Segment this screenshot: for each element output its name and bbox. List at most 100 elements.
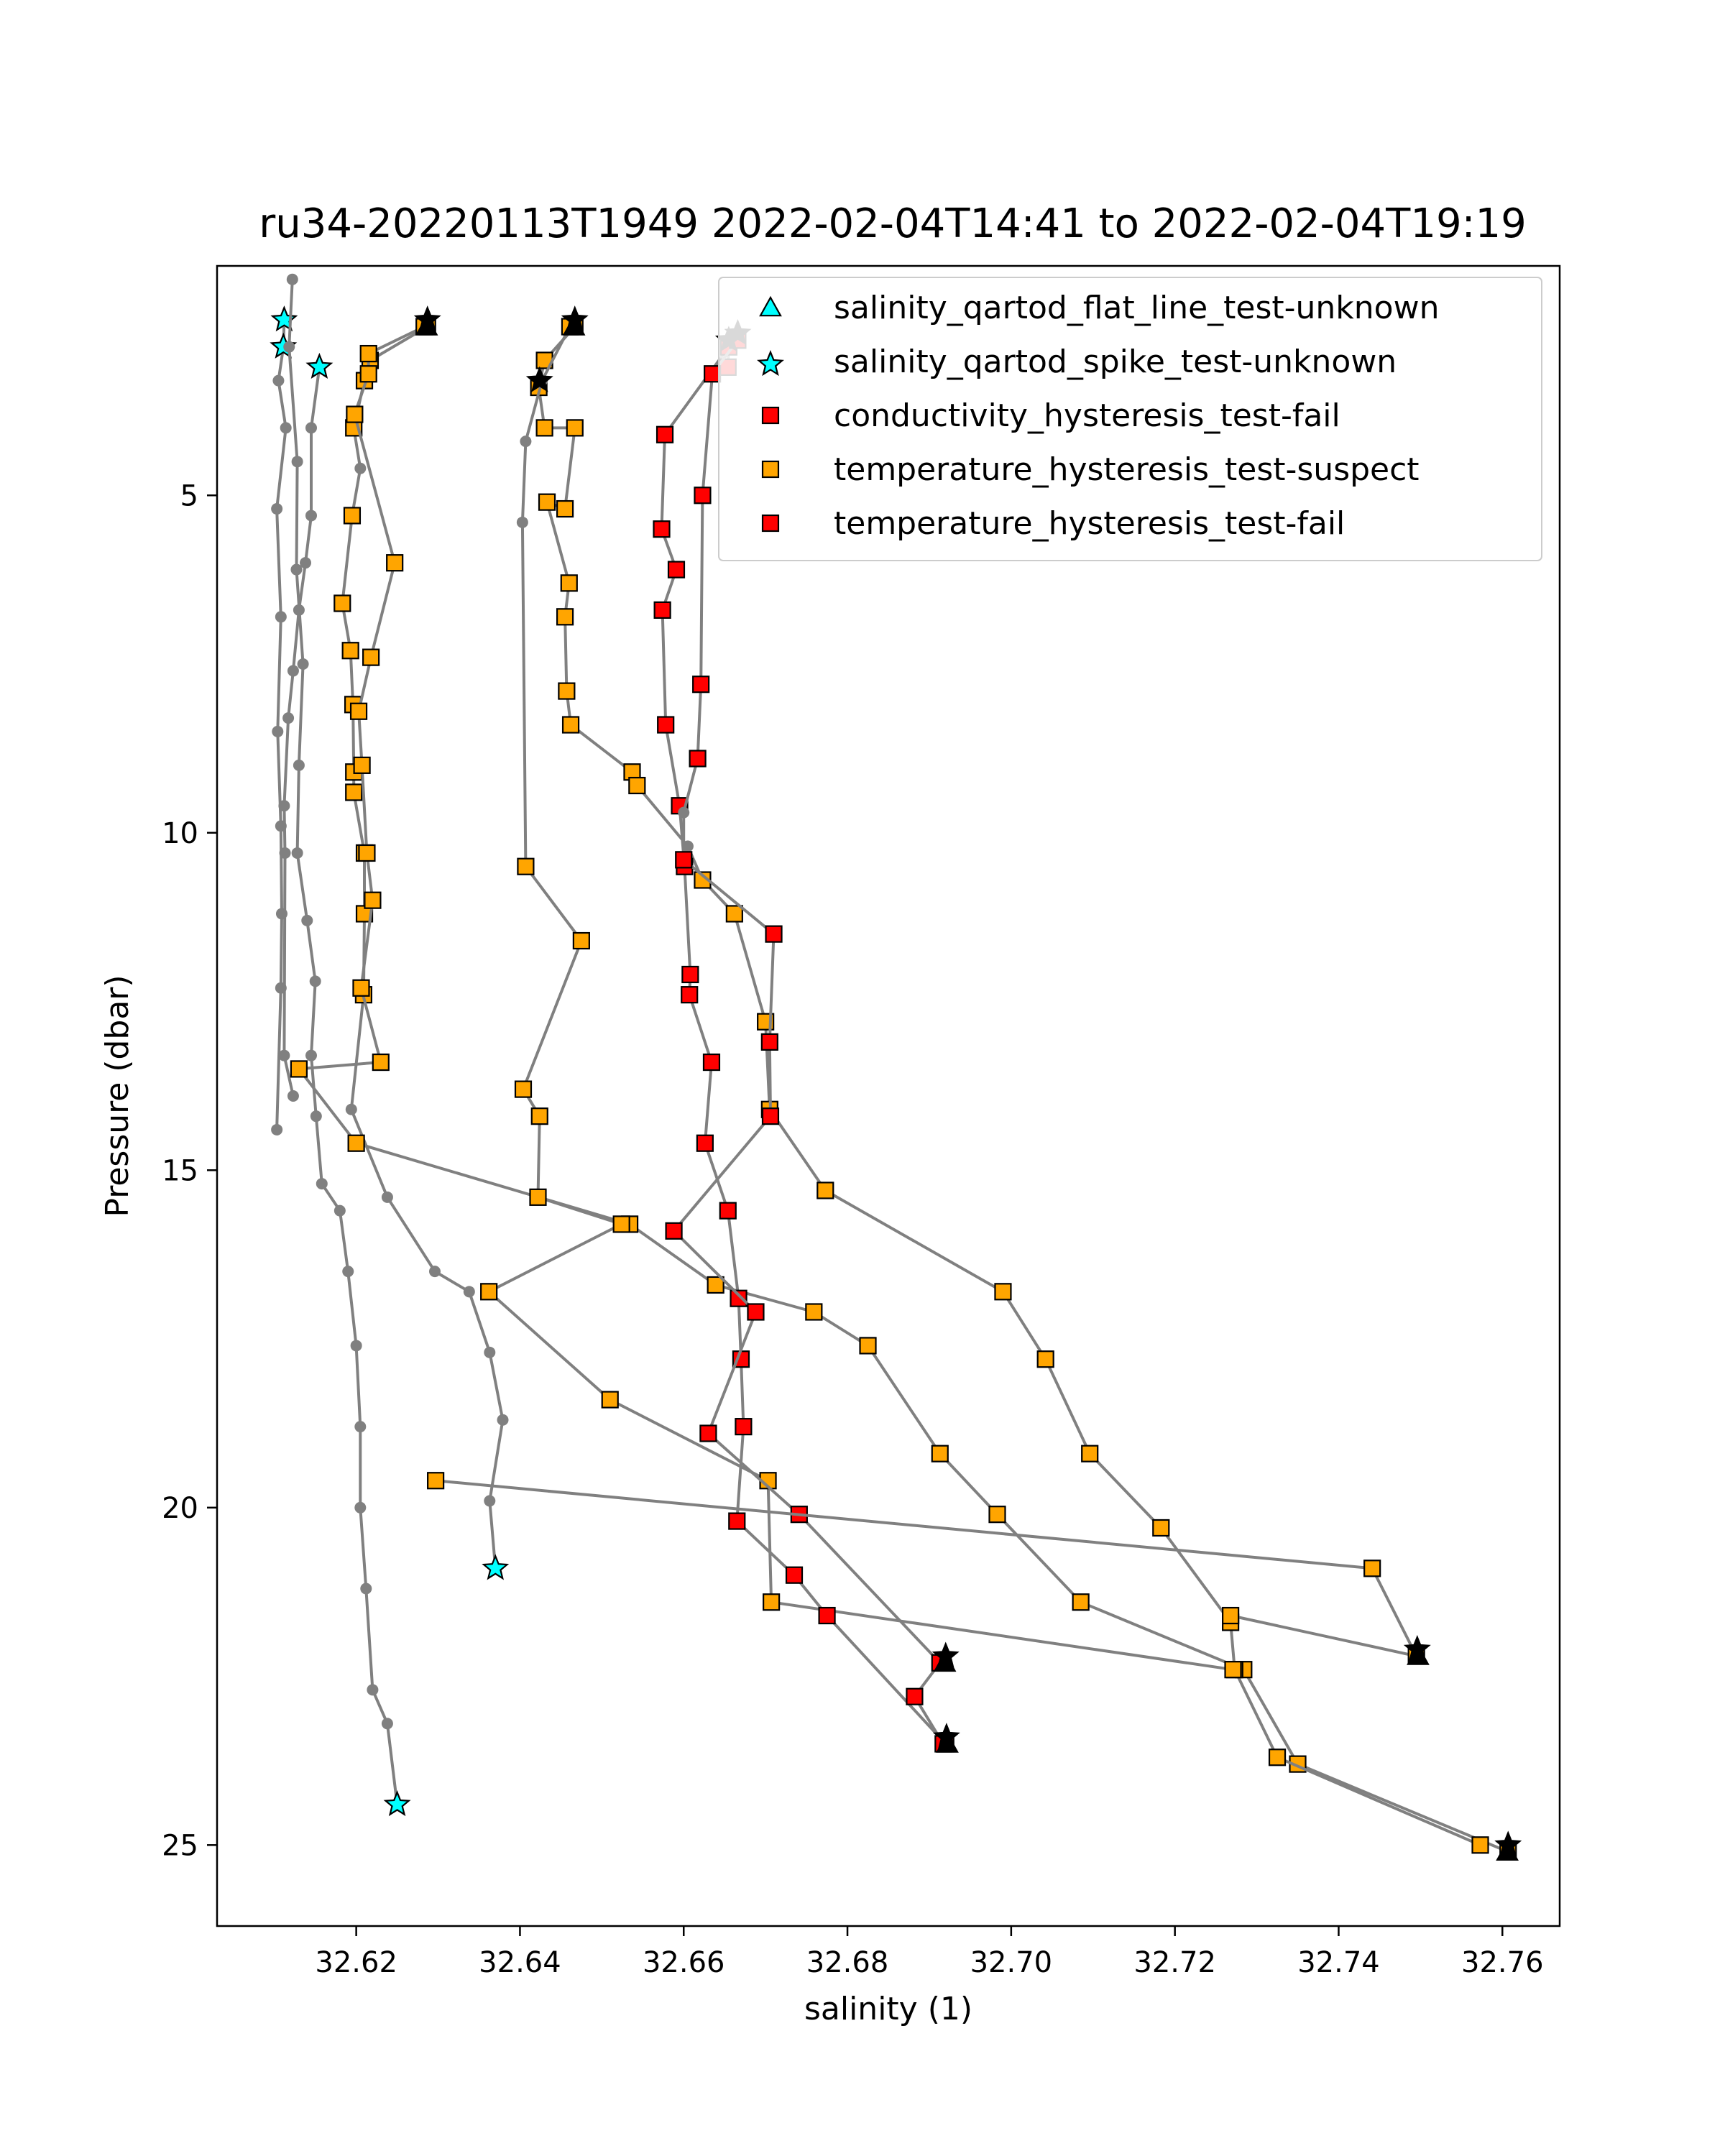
x-tick-label: 32.64 (479, 1946, 561, 1979)
spike-test-marker (383, 1790, 411, 1817)
x-tick-label: 32.74 (1297, 1946, 1380, 1979)
profile-series-2 (278, 352, 334, 1102)
salinity-point (463, 1286, 475, 1298)
legend: salinity_qartod_flat_line_test-unknownsa… (718, 277, 1542, 561)
x-tick-label: 32.72 (1133, 1946, 1216, 1979)
legend-marker-3 (761, 406, 780, 425)
salinity-point (291, 456, 303, 468)
hysteresis-fail-marker (760, 1033, 778, 1051)
salinity-point (381, 1718, 393, 1730)
spike-test-marker (932, 1723, 960, 1749)
salinity-point (272, 725, 284, 737)
temperature-hysteresis-suspect-marker (514, 1080, 533, 1098)
salinity-point (484, 1495, 496, 1507)
temperature-hysteresis-suspect-marker (372, 1053, 390, 1072)
temperature-hysteresis-suspect-marker (358, 844, 376, 862)
x-tick-label: 32.76 (1461, 1946, 1544, 1979)
hysteresis-fail-marker (761, 1107, 780, 1125)
temperature-hysteresis-suspect-marker (628, 776, 646, 795)
legend-marker-5 (761, 514, 780, 533)
temperature-hysteresis-suspect-marker (763, 1593, 781, 1611)
hysteresis-fail-marker (765, 925, 783, 943)
hysteresis-fail-marker (719, 1202, 737, 1220)
temperature-hysteresis-suspect-marker (566, 419, 584, 437)
temperature-hysteresis-suspect-marker (362, 648, 380, 666)
salinity-point (678, 806, 690, 819)
salinity-point (282, 712, 295, 724)
salinity-point (278, 800, 290, 812)
temperature-hysteresis-suspect-marker (343, 507, 362, 525)
temperature-hysteresis-suspect-marker (816, 1181, 834, 1199)
temperature-hysteresis-suspect-marker (556, 499, 574, 518)
salinity-point (297, 658, 309, 671)
hysteresis-fail-marker (653, 520, 671, 538)
hysteresis-fail-marker (657, 716, 675, 734)
hysteresis-fail-marker (728, 1512, 746, 1530)
chart-title: ru34-20220113T1949 2022-02-04T14:41 to 2… (259, 201, 1526, 247)
hysteresis-fail-marker (704, 365, 722, 383)
salinity-point (360, 1583, 372, 1595)
hysteresis-fail-marker (696, 1134, 714, 1152)
x-axis-label: salinity (1) (804, 1991, 972, 2027)
temperature-hysteresis-suspect-marker (572, 931, 590, 950)
salinity-point (354, 462, 367, 474)
temperature-hysteresis-suspect-marker (346, 405, 364, 423)
hysteresis-fail-marker (692, 676, 710, 694)
salinity-point (283, 341, 295, 353)
temperature-hysteresis-suspect-marker (347, 1134, 365, 1152)
legend-label-1: salinity_qartod_flat_line_test-unknown (834, 290, 1439, 326)
salinity-point (293, 759, 305, 771)
temperature-hysteresis-suspect-marker (1363, 1560, 1381, 1577)
hysteresis-fail-marker (675, 851, 693, 869)
profile-series-1 (270, 305, 298, 1135)
hysteresis-fail-marker (785, 1566, 804, 1584)
profile-series-10 (427, 1472, 1425, 1665)
spike-test-marker (413, 305, 441, 332)
temperature-hysteresis-suspect-marker (612, 1215, 630, 1233)
y-tick-label: 5 (180, 479, 198, 512)
salinity-point (310, 1110, 322, 1123)
temperature-hysteresis-suspect-marker (1152, 1519, 1170, 1537)
temperature-hysteresis-suspect-marker (517, 857, 535, 875)
salinity-point (520, 436, 532, 448)
legend-label-4: temperature_hysteresis_test-suspect (834, 451, 1420, 488)
y-axis-label: Pressure (dbar) (99, 975, 136, 1217)
salinity-point (350, 1340, 362, 1352)
legend-label-2: salinity_qartod_spike_test-unknown (834, 344, 1397, 380)
legend-marker-4 (761, 460, 780, 479)
hysteresis-fail-marker (747, 1303, 765, 1321)
temperature-hysteresis-suspect-marker (535, 419, 553, 437)
salinity-point (271, 503, 283, 515)
profile-line (435, 1479, 1418, 1658)
temperature-hysteresis-suspect-marker (931, 1445, 949, 1462)
salinity-point (428, 1266, 441, 1278)
hysteresis-fail-marker (730, 1289, 748, 1307)
x-axis-ticks: 32.62 32.64 32.66 32.68 32.70 32.72 32.74 32.76 (315, 1926, 1544, 1979)
spike-test-marker (932, 1641, 960, 1668)
salinity-point (305, 1049, 317, 1061)
salinity-point (287, 1090, 299, 1102)
salinity-point (381, 1191, 393, 1203)
salinity-point (271, 1123, 283, 1135)
temperature-hysteresis-suspect-marker (1224, 1661, 1242, 1679)
hysteresis-fail-marker (653, 601, 671, 619)
temperature-hysteresis-suspect-marker (558, 682, 576, 700)
salinity-point (367, 1684, 379, 1696)
legend-marker-1 (759, 295, 782, 317)
salinity-point (305, 422, 317, 434)
temperature-hysteresis-suspect-marker (538, 493, 556, 511)
salinity-point (497, 1414, 509, 1426)
temperature-hysteresis-suspect-marker (386, 554, 404, 572)
x-tick-label: 32.62 (315, 1946, 397, 1979)
temperature-hysteresis-suspect-marker (988, 1506, 1006, 1524)
salinity-point (484, 1346, 496, 1358)
hysteresis-fail-marker (656, 425, 674, 443)
temperature-hysteresis-suspect-marker (707, 1276, 724, 1294)
salinity-point (291, 847, 303, 859)
spike-test-marker (1494, 1830, 1522, 1857)
profile-series-7 (480, 318, 1242, 1679)
temperature-hysteresis-suspect-marker (349, 702, 368, 720)
temperature-hysteresis-suspect-marker (529, 1188, 547, 1206)
salinity-point (278, 1049, 290, 1061)
